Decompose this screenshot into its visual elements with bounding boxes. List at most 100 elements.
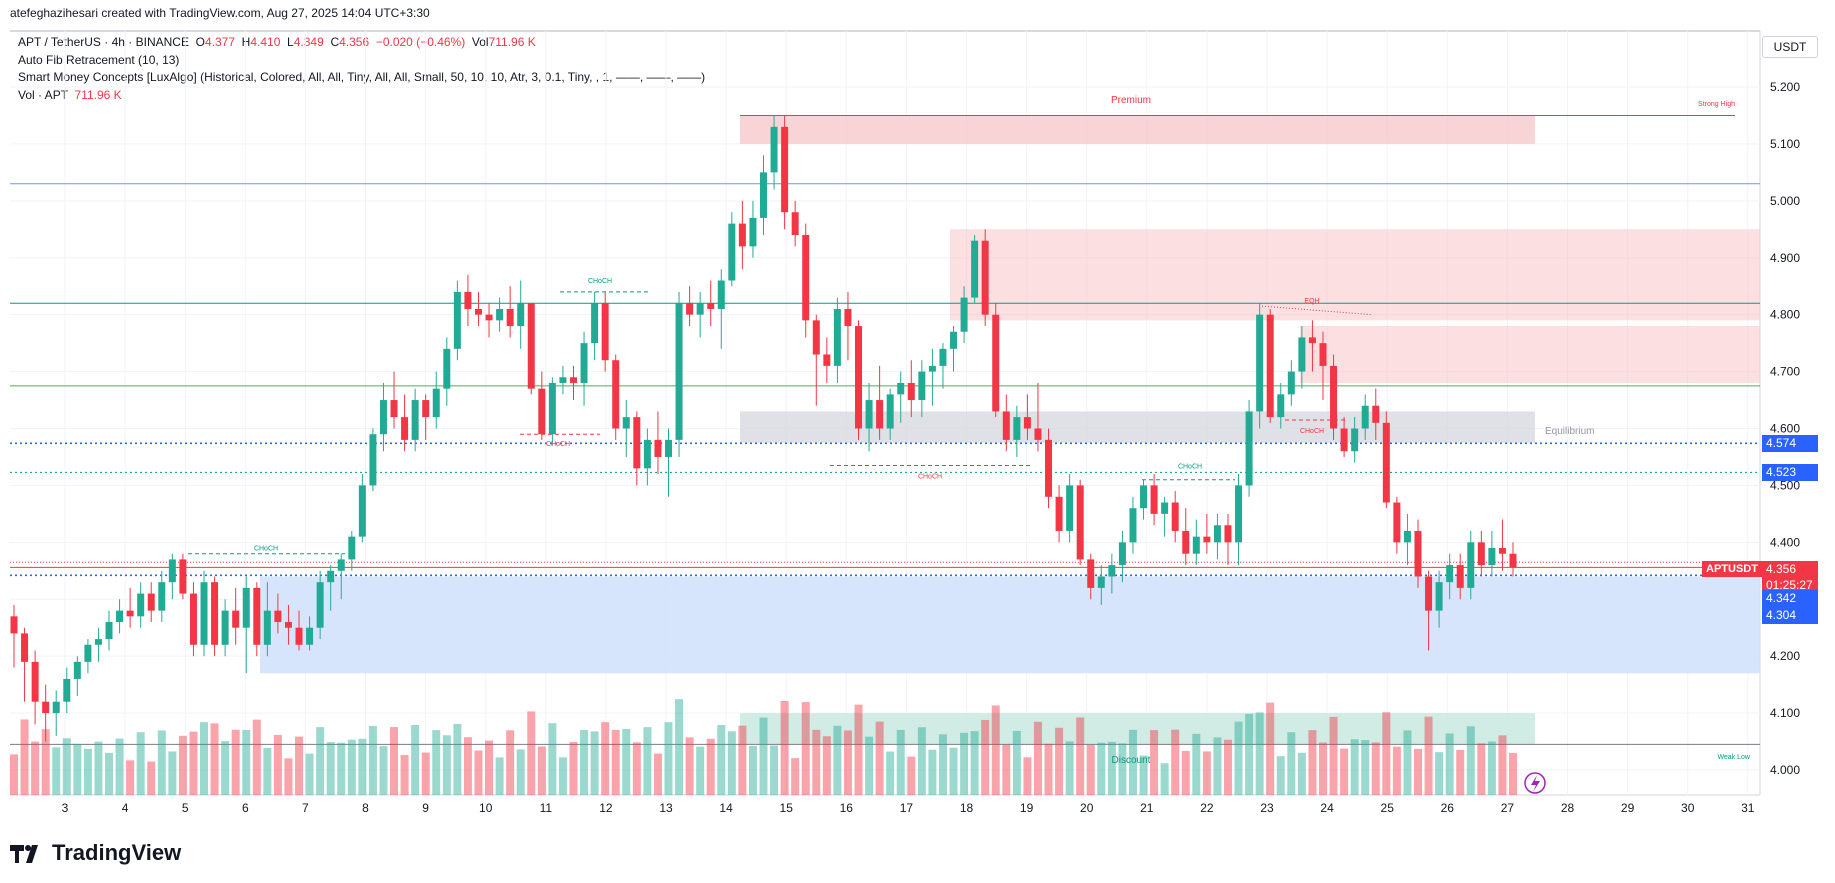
candle-body — [1034, 428, 1042, 440]
volume-bar — [136, 732, 145, 795]
indicator-smc[interactable]: Smart Money Concepts [LuxAlgo] (Historic… — [18, 70, 706, 84]
volume-bar — [907, 756, 916, 795]
candle-body — [1013, 417, 1021, 440]
y-tick-label: 4.700 — [1770, 365, 1800, 379]
volume-bar — [485, 740, 494, 795]
x-tick-label: 12 — [599, 801, 613, 815]
volume-bar — [1308, 730, 1317, 795]
last-price-tag: 4.356 — [1762, 561, 1818, 578]
weak-low-label: Weak Low — [1717, 754, 1750, 761]
candle-body — [379, 400, 387, 435]
symbol-price-label: APTUSDT — [1702, 561, 1762, 577]
candle-body — [1435, 582, 1443, 611]
candle-body — [242, 587, 250, 628]
candle-body — [1298, 337, 1306, 372]
candle-body — [401, 417, 409, 440]
volume-bar — [1118, 743, 1127, 795]
candle-body — [137, 593, 145, 617]
candle-body — [158, 582, 166, 611]
indicator-fib[interactable]: Auto Fib Retracement (10, 13) — [18, 52, 180, 67]
candle-body — [232, 610, 240, 628]
volume-bar — [474, 750, 483, 795]
volume-bar — [1487, 741, 1496, 795]
volume-bar — [1128, 729, 1137, 795]
volume-bar — [928, 749, 937, 795]
x-tick-label: 4 — [122, 801, 129, 815]
candle-body — [1372, 405, 1380, 423]
candle-body — [274, 610, 282, 623]
candle-body — [527, 303, 535, 389]
volume-bar — [1361, 740, 1370, 795]
candle-body — [833, 308, 841, 366]
volume-bar — [843, 730, 852, 795]
volume-bar — [178, 735, 187, 795]
equilibrium-label: Equilibrium — [1545, 426, 1594, 437]
candle-body — [802, 234, 810, 321]
volume-bar — [896, 729, 905, 795]
currency-selector[interactable]: USDT — [1762, 36, 1818, 58]
supply-zone-2 — [1300, 326, 1760, 383]
volume-bar — [812, 729, 821, 795]
candle-body — [1330, 365, 1338, 429]
candle-body — [675, 303, 683, 440]
volume-bar — [189, 731, 198, 795]
volume-bar — [1297, 752, 1306, 795]
volume-bar — [1266, 702, 1275, 795]
volume-bar — [653, 753, 662, 795]
y-tick-label: 4.200 — [1770, 649, 1800, 663]
candle-body — [865, 400, 873, 429]
tradingview-logo-icon — [10, 845, 38, 863]
candle-body — [1203, 536, 1211, 543]
candle-body — [707, 303, 715, 309]
indicator-volume-label: Vol · APT — [18, 87, 68, 102]
volume-bar — [1340, 748, 1349, 795]
candle-body — [1087, 559, 1095, 588]
indicator-volume[interactable]: Vol · APT 711.96 K — [18, 87, 705, 105]
candle-body — [453, 291, 461, 349]
symbol-name[interactable]: APT / TetherUS · 4h · BINANCE — [18, 35, 189, 49]
volume-bar — [1086, 744, 1095, 795]
volume-bar — [527, 711, 536, 795]
footer-brand[interactable]: TradingView — [10, 840, 181, 866]
candle-body — [1182, 530, 1190, 554]
candle-body — [907, 382, 915, 401]
candle-body — [63, 678, 71, 702]
volume-bar — [390, 727, 399, 795]
volume-bar — [358, 738, 367, 795]
candle-body — [1171, 502, 1179, 531]
candle-body — [1446, 565, 1454, 583]
symbol-row[interactable]: APT / TetherUS · 4h · BINANCE O4.377 H4.… — [18, 34, 705, 52]
x-tick-label: 16 — [840, 801, 854, 815]
candle-body — [738, 223, 746, 247]
volume-bar — [52, 747, 61, 795]
candle-body — [717, 280, 725, 309]
candle-body — [1393, 502, 1401, 543]
x-tick-label: 22 — [1200, 801, 1214, 815]
volume-bar — [1223, 739, 1232, 795]
close-key: C — [330, 35, 340, 49]
candle-body — [992, 314, 1000, 412]
candle-body — [327, 570, 335, 583]
eqh-line — [1261, 305, 1373, 316]
volume-bar — [569, 742, 578, 795]
low-key: L — [287, 35, 294, 49]
volume-bar — [748, 745, 757, 795]
volume-bar — [1255, 712, 1264, 795]
volume-bar — [759, 717, 768, 795]
candle-body — [1097, 576, 1105, 588]
y-tick-label: 4.100 — [1770, 706, 1800, 720]
candle-body — [253, 587, 261, 645]
volume-bars — [10, 699, 1517, 795]
volume-bar — [801, 702, 810, 795]
candle-body — [147, 593, 155, 611]
volume-bar — [453, 723, 462, 795]
price-tag-level-3: 4.342 — [1762, 590, 1818, 607]
x-tick-label: 29 — [1621, 801, 1635, 815]
x-tick-label: 7 — [302, 801, 309, 815]
volume-bar — [1329, 716, 1338, 795]
candle-body — [654, 439, 662, 457]
candle-body — [21, 633, 29, 662]
volume-bar — [411, 724, 420, 795]
x-tick-label: 21 — [1140, 801, 1154, 815]
